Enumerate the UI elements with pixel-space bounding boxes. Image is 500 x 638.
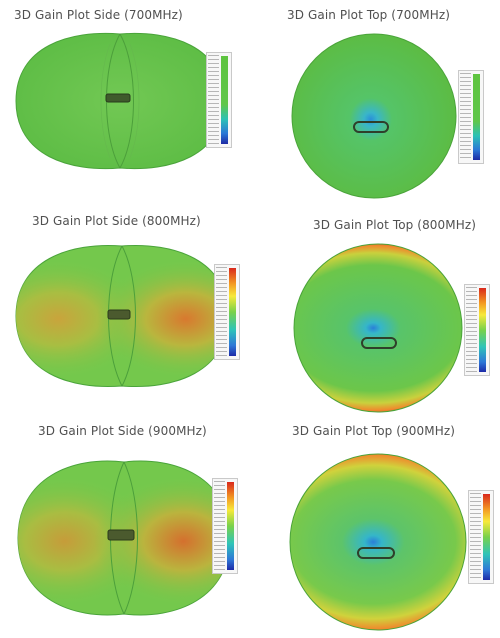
- panel-title-side-900: 3D Gain Plot Side (900MHz): [38, 424, 207, 438]
- panel-title-side-700: 3D Gain Plot Side (700MHz): [14, 8, 183, 22]
- antenna-model: [357, 547, 395, 559]
- panel-title-top-800: 3D Gain Plot Top (800MHz): [313, 218, 477, 232]
- panel-title-top-700: 3D Gain Plot Top (700MHz): [287, 8, 451, 22]
- gain-legend-top-800: [464, 284, 490, 376]
- panel-title-top-900: 3D Gain Plot Top (900MHz): [292, 424, 456, 438]
- radiation-sphere: [294, 244, 462, 412]
- radiation-sphere: [291, 33, 457, 199]
- gain-plot-top-800: [293, 243, 463, 413]
- gain-legend-top-700: [458, 70, 484, 164]
- panel-title-side-800: 3D Gain Plot Side (800MHz): [32, 214, 201, 228]
- gain-plot-side-700: [15, 32, 225, 170]
- gain-legend-side-900: [212, 478, 238, 574]
- gain-plot-top-700: [291, 33, 457, 199]
- antenna-model: [353, 121, 389, 133]
- gain-plot-side-900: [17, 460, 231, 616]
- antenna-model: [361, 337, 397, 349]
- gain-legend-side-800: [214, 264, 240, 360]
- antenna-model: [105, 93, 131, 103]
- gain-legend-side-700: [206, 52, 232, 148]
- gain-legend-top-900: [468, 490, 494, 584]
- gain-plot-top-900: [289, 453, 467, 631]
- gain-plot-side-800: [15, 244, 229, 388]
- antenna-model: [107, 529, 135, 541]
- radiation-sphere: [290, 454, 466, 630]
- antenna-model: [107, 309, 131, 320]
